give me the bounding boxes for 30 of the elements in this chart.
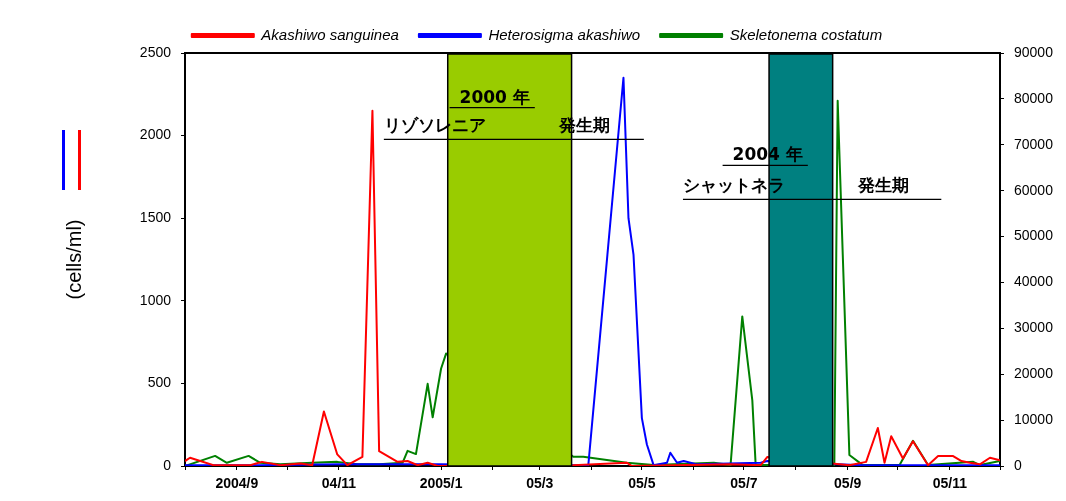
y2-tick-label: 0 <box>1014 456 1022 473</box>
y-tick-label: 500 <box>147 374 172 391</box>
y2-tick-label: 50000 <box>1014 227 1054 244</box>
x-tick-label: 05/5 <box>628 475 656 492</box>
y-axis-title: (cells/ml) <box>62 219 85 300</box>
legend-label: Skeletonema costatum <box>729 25 883 43</box>
y2-tick-label: 60000 <box>1014 181 1054 198</box>
y2-tick-label: 20000 <box>1014 365 1054 382</box>
y-tick-label: 1500 <box>139 209 172 226</box>
x-tick-label: 05/9 <box>834 475 862 492</box>
y-tick-label: 2000 <box>139 126 172 143</box>
x-tick-label: 2004/9 <box>215 475 259 492</box>
x-tick-label: 05/7 <box>730 475 758 492</box>
y-tick-label: 2500 <box>139 43 172 60</box>
legend-label: Heterosigma akashiwo <box>488 25 641 43</box>
y2-tick-label: 30000 <box>1014 319 1054 336</box>
y-tick-label: 1000 <box>139 291 172 308</box>
y2-tick-label: 10000 <box>1014 410 1054 427</box>
x-tick-label: 2005/1 <box>419 475 463 492</box>
annotation: 2000 年 <box>459 86 530 107</box>
x-tick-label: 05/11 <box>932 475 968 492</box>
y2-tick-label: 90000 <box>1014 43 1054 60</box>
y2-tick-label: 40000 <box>1014 273 1054 290</box>
y-tick-label: 0 <box>163 456 172 473</box>
x-tick-label: 05/3 <box>526 475 554 492</box>
legend-label: Akashiwo sanguinea <box>260 25 399 43</box>
y2-tick-label: 80000 <box>1014 89 1054 106</box>
x-tick-label: 04/11 <box>321 475 357 492</box>
annotation: 発生期 <box>857 175 910 196</box>
y2-tick-label: 70000 <box>1014 135 1054 152</box>
